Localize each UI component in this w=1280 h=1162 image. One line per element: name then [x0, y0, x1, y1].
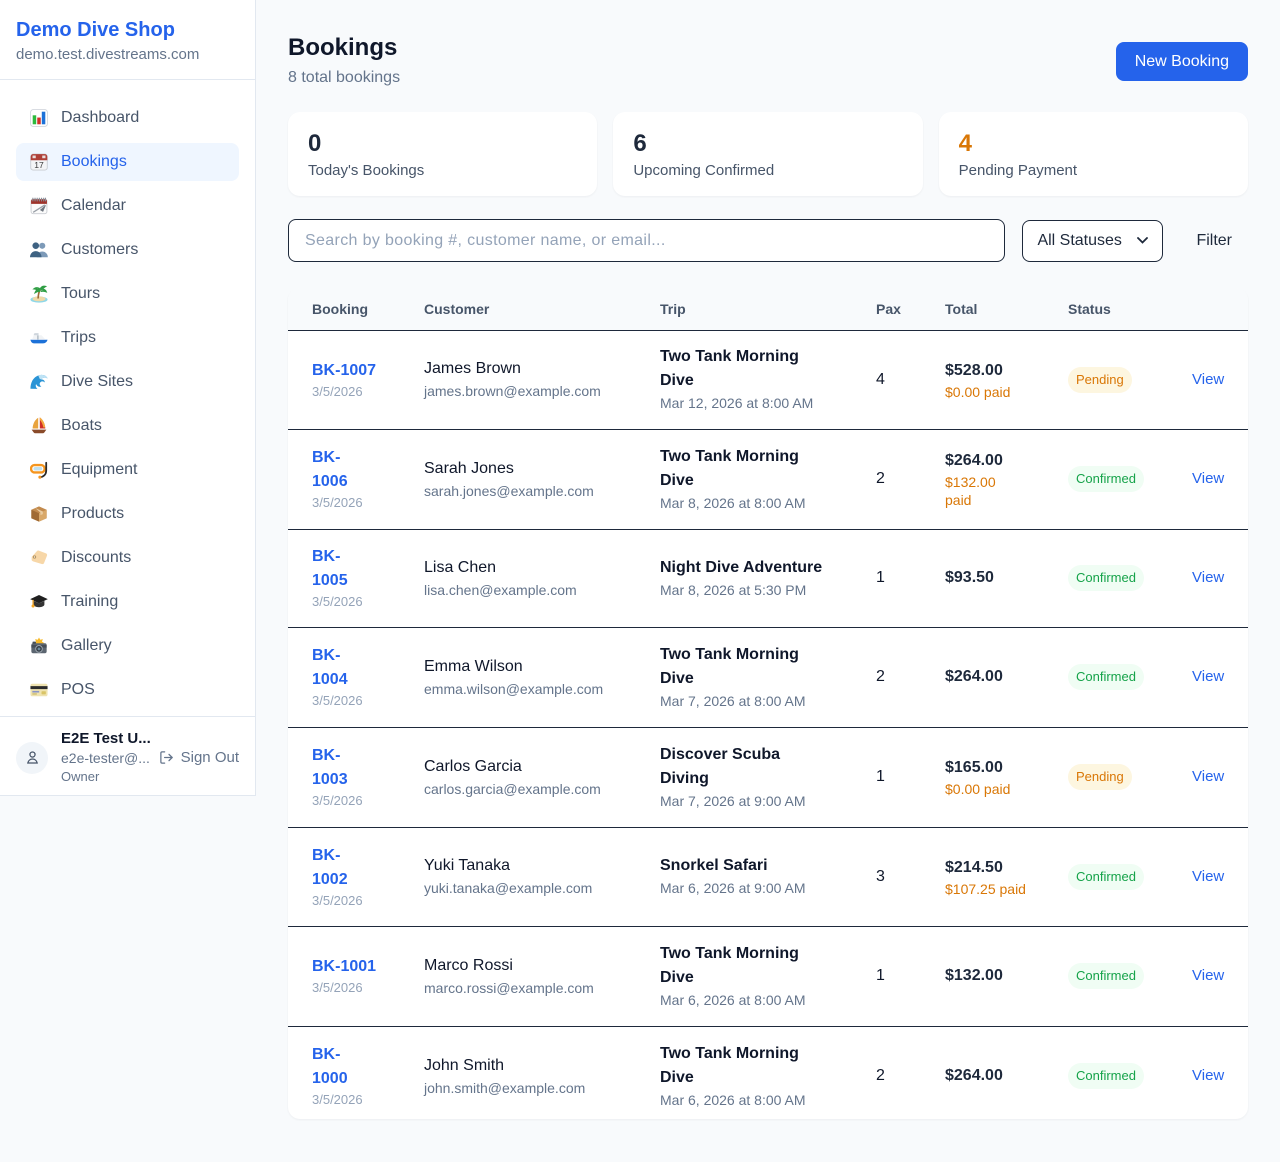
- svg-text:17: 17: [34, 160, 44, 170]
